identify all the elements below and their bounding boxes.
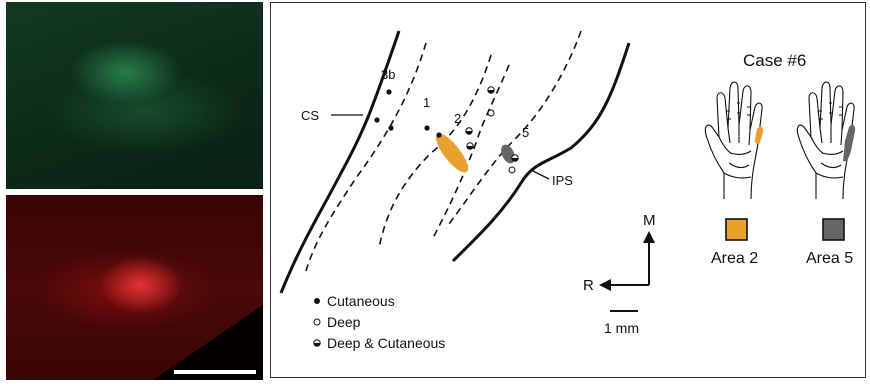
- legend-deep-symbol: [313, 318, 321, 326]
- dark-tissue-edge: [153, 305, 263, 380]
- micrograph-scale-bar: [174, 370, 256, 374]
- area-2-injection-site: [435, 133, 469, 173]
- area-2-label: 2: [454, 111, 461, 126]
- deep-site: [508, 166, 516, 174]
- area-5-receptive-field: [843, 124, 856, 162]
- border-2-5: [432, 64, 510, 239]
- legend-cutaneous-symbol: [314, 298, 320, 304]
- legend-deep-label: Deep: [327, 314, 361, 330]
- legend-cutaneous-label: Cutaneous: [327, 293, 395, 309]
- central-sulcus-line: [279, 30, 401, 294]
- legend-deep-cutaneous-symbol: [313, 339, 321, 347]
- ips-label: IPS: [552, 173, 573, 188]
- hand-drawing-area-2: [704, 81, 763, 200]
- cutaneous-site: [374, 117, 380, 123]
- legend-deep-cutaneous-label: Deep & Cutaneous: [327, 335, 445, 351]
- border-1-2: [378, 54, 492, 249]
- area-5-swatch: [822, 218, 845, 241]
- deep-cutaneous-site: [511, 154, 519, 162]
- ips-leader-line: [532, 170, 550, 180]
- case-title: Case #6: [743, 51, 806, 70]
- border-3b-1: [305, 42, 427, 272]
- cutaneous-site: [386, 89, 392, 95]
- area-2-swatch: [725, 218, 748, 241]
- medial-label: M: [643, 212, 656, 229]
- cs-label: CS: [301, 108, 319, 123]
- area-2-swatch-label: Area 2: [711, 250, 758, 267]
- area-3b-label: 3b: [381, 67, 395, 82]
- area-5-swatch-label: Area 5: [806, 250, 853, 267]
- cutaneous-site: [424, 125, 430, 131]
- green-fluorescence-micrograph: [6, 2, 263, 189]
- cutaneous-site: [436, 132, 442, 138]
- hand-drawing-area-5: [796, 81, 855, 200]
- area-2-receptive-field: [754, 126, 764, 144]
- area-1-label: 1: [423, 95, 430, 110]
- deep-cutaneous-site: [487, 86, 495, 94]
- deep-site: [487, 109, 495, 117]
- red-fluorescence-micrograph: [6, 195, 263, 380]
- deep-cutaneous-site: [465, 127, 473, 135]
- border-5-ips: [445, 30, 582, 229]
- intraparietal-sulcus-line: [451, 42, 631, 263]
- area-5-label: 5: [522, 125, 529, 140]
- cortical-map-svg: CS IPS 3b 1 2 5: [279, 30, 856, 351]
- rostral-label: R: [583, 277, 594, 294]
- deep-cutaneous-site: [466, 142, 474, 150]
- cortical-map-panel: CS IPS 3b 1 2 5: [270, 2, 866, 378]
- cutaneous-site: [388, 125, 394, 131]
- orientation-arrows: [599, 231, 655, 291]
- scale-label: 1 mm: [604, 320, 639, 336]
